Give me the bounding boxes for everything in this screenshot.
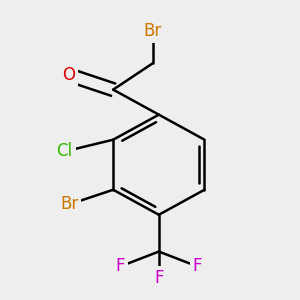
Text: O: O	[62, 66, 76, 84]
Text: Cl: Cl	[56, 142, 73, 160]
Text: Br: Br	[144, 22, 162, 40]
Text: F: F	[154, 269, 164, 287]
Text: F: F	[192, 257, 202, 275]
Text: Br: Br	[60, 196, 78, 214]
Text: F: F	[116, 257, 125, 275]
